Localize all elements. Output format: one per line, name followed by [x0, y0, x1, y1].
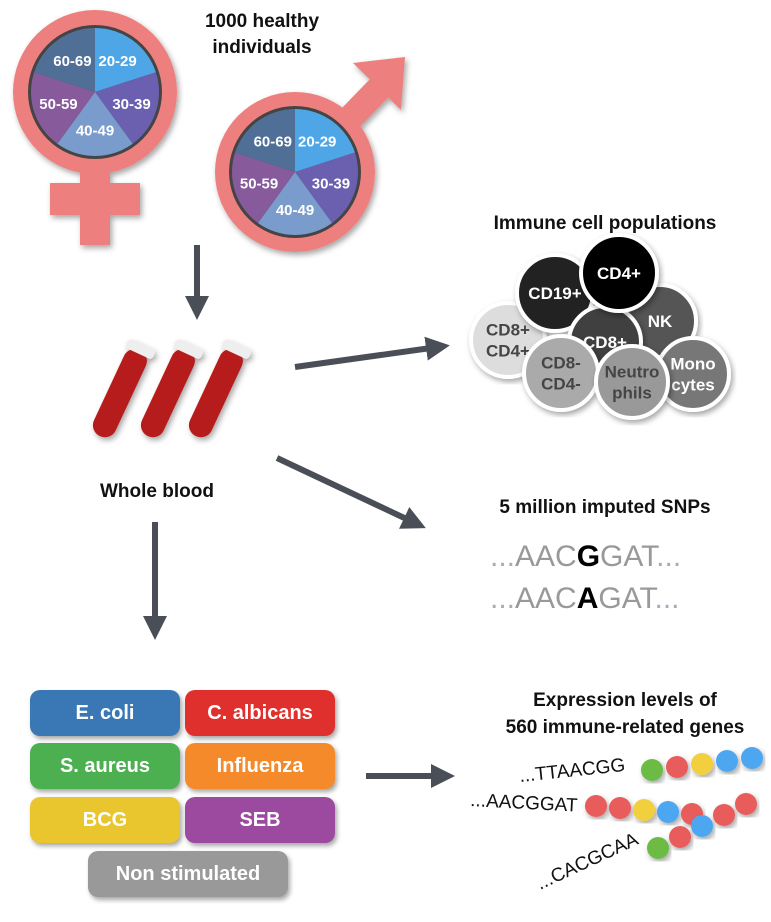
- stimulus-influenza: Influenza: [185, 743, 335, 789]
- expression-bead: [669, 826, 691, 848]
- snps-title: 5 million imputed SNPs: [499, 497, 710, 518]
- snp-sequence-2: ...AACAGAT...: [490, 582, 680, 615]
- stimulus-saureus: S. aureus: [30, 743, 180, 789]
- cell-label: CD19+: [528, 284, 581, 303]
- cell-label: CD4+: [597, 264, 641, 283]
- expression-bead: [609, 797, 631, 819]
- female-age-pie: 20-29 30-39 40-49 50-59 60-69: [28, 25, 162, 159]
- cell-label: Mono: [670, 355, 715, 374]
- age-label: 60-69: [53, 53, 91, 70]
- pie-slice: [232, 152, 295, 223]
- title-line-2: individuals: [212, 37, 311, 58]
- expression-bead: [585, 795, 607, 817]
- stimulus-label: C. albicans: [207, 701, 313, 724]
- cell-5: CD8- CD4-: [522, 334, 600, 412]
- stimulus-label: S. aureus: [59, 754, 151, 777]
- male-age-pie: 20-29 30-39 40-49 50-59 60-69: [229, 106, 361, 238]
- pie-slice: [295, 152, 358, 223]
- pie-slice: [235, 109, 295, 172]
- stimulus-ecoli: E. coli: [30, 690, 180, 736]
- pie-slice: [34, 28, 95, 92]
- age-label: 50-59: [240, 176, 278, 193]
- pie-slice: [30, 72, 95, 144]
- expression-title-2: 560 immune-related genes: [506, 717, 745, 738]
- cell-label: phils: [612, 384, 652, 403]
- cell-label: CD4+: [486, 342, 530, 361]
- expression-sequence: ...TTAACGG: [518, 755, 626, 787]
- stimulus-label: SEB: [239, 808, 281, 831]
- stimulus-bcg: BCG: [30, 797, 180, 843]
- cell-1: CD4+: [579, 233, 659, 313]
- cell-label: CD8-: [541, 354, 581, 373]
- blood-tubes-icon: [92, 339, 251, 438]
- cell-label: CD8+: [486, 321, 530, 340]
- expression-title-1: Expression levels of: [533, 690, 717, 711]
- age-label: 50-59: [39, 96, 77, 113]
- cell-label: cytes: [671, 376, 714, 395]
- expression-beads: ...TTAACGG ...AACGGAT ...CACGCAA: [470, 747, 763, 895]
- stimulus-calbicans: C. albicans: [185, 690, 335, 736]
- age-label: 20-29: [98, 53, 136, 70]
- arrow-to-cells: [294, 336, 450, 370]
- age-label: 30-39: [312, 176, 350, 193]
- expression-bead: [713, 804, 735, 826]
- expression-sequence: ...CACGCAA: [533, 829, 642, 895]
- age-label: 40-49: [76, 122, 114, 139]
- title-line-1: 1000 healthy: [205, 11, 319, 32]
- expression-bead: [691, 753, 713, 775]
- arrow-to-snps: [275, 455, 426, 529]
- pie-slice: [257, 172, 333, 235]
- expression-bead: [641, 759, 663, 781]
- age-label: 40-49: [276, 202, 314, 219]
- cell-6: Neutro phils: [594, 344, 670, 420]
- expression-bead: [691, 815, 713, 837]
- immune-title: Immune cell populations: [494, 213, 717, 234]
- stimulus-non-stimulated: Non stimulated: [88, 851, 288, 897]
- expression-bead: [633, 799, 655, 821]
- pie-slice: [295, 109, 355, 172]
- age-label: 30-39: [112, 96, 150, 113]
- expression-bead: [647, 837, 669, 859]
- expression-sequence: ...AACGGAT: [470, 790, 579, 817]
- pie-slice: [57, 92, 133, 157]
- age-label: 60-69: [254, 133, 292, 150]
- expression-bead: [716, 750, 738, 772]
- stimulus-seb: SEB: [185, 797, 335, 843]
- stimulus-label: Influenza: [216, 754, 304, 777]
- cell-label: NK: [648, 312, 673, 331]
- expression-bead: [657, 801, 679, 823]
- expression-bead: [735, 793, 757, 815]
- stimulus-label: Non stimulated: [115, 862, 261, 885]
- whole-blood-label: Whole blood: [100, 481, 214, 502]
- cell-0: CD19+: [515, 253, 595, 333]
- cell-label: CD4-: [541, 375, 581, 394]
- cell-label: Neutro: [605, 363, 660, 382]
- snp-sequence-1: ...AACGGAT...: [490, 540, 681, 573]
- stimulus-label: E. coli: [75, 701, 135, 724]
- immune-cells: CD8+CD4+CD19+NKCD8+CD8-CD4-MonocytesNeut…: [469, 233, 731, 420]
- pie-slice: [95, 72, 159, 144]
- expression-bead: [666, 756, 688, 778]
- stimulus-label: BCG: [82, 808, 128, 831]
- expression-bead: [741, 747, 763, 769]
- cell-label: CD8+: [583, 333, 627, 352]
- pie-slice: [95, 28, 156, 92]
- age-label: 20-29: [298, 133, 336, 150]
